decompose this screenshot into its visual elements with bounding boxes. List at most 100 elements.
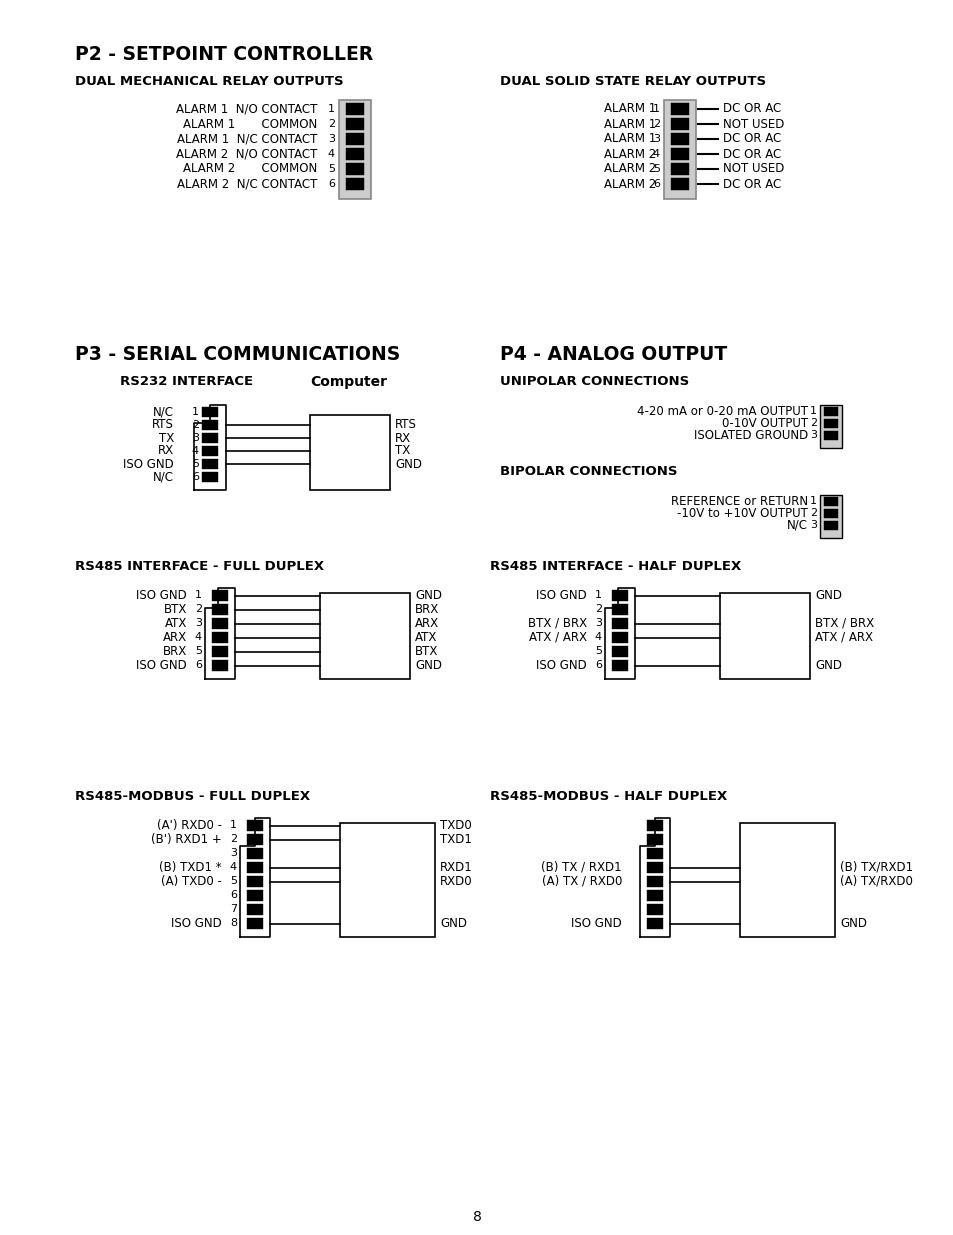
- Text: 1: 1: [230, 820, 236, 830]
- Text: RTS: RTS: [152, 419, 173, 431]
- Text: 2: 2: [595, 604, 601, 615]
- Bar: [247, 876, 263, 887]
- Bar: [740, 823, 834, 937]
- Bar: [212, 659, 228, 671]
- Bar: [820, 405, 841, 448]
- Bar: [247, 918, 263, 929]
- Text: 4: 4: [328, 149, 335, 159]
- Text: 5: 5: [652, 164, 659, 174]
- Bar: [612, 618, 627, 629]
- Bar: [205, 588, 234, 679]
- Bar: [247, 834, 263, 845]
- Text: 2: 2: [328, 119, 335, 128]
- Text: RXD1: RXD1: [439, 861, 473, 874]
- Bar: [346, 163, 364, 175]
- Text: RTS: RTS: [395, 419, 416, 431]
- Text: 2: 2: [809, 419, 816, 429]
- Bar: [612, 590, 627, 601]
- Text: 4: 4: [192, 446, 199, 456]
- Text: 1: 1: [809, 496, 816, 506]
- Text: BRX: BRX: [163, 645, 187, 658]
- Text: ATX / ARX: ATX / ARX: [529, 631, 586, 643]
- Text: 3: 3: [809, 520, 816, 531]
- Text: 2: 2: [652, 119, 659, 128]
- Bar: [670, 148, 688, 161]
- Bar: [646, 876, 662, 887]
- Text: BIPOLAR CONNECTIONS: BIPOLAR CONNECTIONS: [499, 466, 677, 478]
- Text: 1: 1: [809, 406, 816, 416]
- Text: TX: TX: [395, 445, 410, 457]
- Text: 1: 1: [652, 104, 659, 114]
- Text: Computer: Computer: [310, 375, 387, 389]
- Text: ISO GND: ISO GND: [136, 589, 187, 601]
- Text: 3: 3: [192, 433, 199, 443]
- Text: 5: 5: [230, 877, 236, 887]
- Text: RS485 INTERFACE - HALF DUPLEX: RS485 INTERFACE - HALF DUPLEX: [490, 559, 740, 573]
- Text: ALARM 1: ALARM 1: [603, 117, 656, 131]
- Text: N/C: N/C: [152, 405, 173, 419]
- Text: ALARM 2: ALARM 2: [603, 147, 656, 161]
- Text: BTX / BRX: BTX / BRX: [527, 618, 586, 630]
- Text: ALARM 2  N/C CONTACT: ALARM 2 N/C CONTACT: [176, 178, 316, 190]
- Bar: [212, 632, 228, 643]
- Text: DC OR AC: DC OR AC: [722, 178, 781, 190]
- Text: RXD0: RXD0: [439, 876, 472, 888]
- Bar: [612, 604, 627, 615]
- Text: (B') RXD1 +: (B') RXD1 +: [152, 832, 222, 846]
- Bar: [639, 818, 669, 937]
- Text: ATX: ATX: [415, 631, 436, 643]
- Text: ARX: ARX: [415, 618, 438, 630]
- Bar: [670, 119, 688, 130]
- Text: ATX / ARX: ATX / ARX: [814, 631, 872, 643]
- Text: 4: 4: [652, 149, 659, 159]
- Bar: [823, 496, 837, 506]
- Bar: [670, 163, 688, 175]
- Text: ALARM 1  N/O CONTACT: ALARM 1 N/O CONTACT: [175, 103, 316, 116]
- Bar: [212, 604, 228, 615]
- Bar: [346, 178, 364, 190]
- Text: (A') RXD0 -: (A') RXD0 -: [157, 819, 222, 832]
- Text: 7: 7: [230, 904, 236, 914]
- Text: (A) TX/RXD0: (A) TX/RXD0: [840, 876, 912, 888]
- Bar: [247, 820, 263, 831]
- Text: BRX: BRX: [415, 603, 438, 616]
- Text: 4: 4: [194, 632, 202, 642]
- Bar: [612, 659, 627, 671]
- Text: GND: GND: [840, 918, 866, 930]
- Text: 6: 6: [194, 661, 202, 671]
- Text: (A) TXD0 -: (A) TXD0 -: [161, 876, 222, 888]
- Bar: [212, 646, 228, 657]
- Text: -10V to +10V OUTPUT: -10V to +10V OUTPUT: [677, 508, 807, 520]
- Text: ALARM 1  N/C CONTACT: ALARM 1 N/C CONTACT: [176, 132, 316, 146]
- Text: ALARM 1: ALARM 1: [603, 103, 656, 116]
- Text: GND: GND: [415, 589, 441, 601]
- Bar: [193, 405, 226, 490]
- Bar: [646, 820, 662, 831]
- Bar: [346, 103, 364, 115]
- Text: (B) TX/RXD1: (B) TX/RXD1: [840, 861, 912, 874]
- Text: RS485 INTERFACE - FULL DUPLEX: RS485 INTERFACE - FULL DUPLEX: [75, 559, 324, 573]
- Bar: [202, 408, 218, 417]
- Text: DUAL SOLID STATE RELAY OUTPUTS: DUAL SOLID STATE RELAY OUTPUTS: [499, 75, 765, 88]
- Text: 2: 2: [230, 835, 236, 845]
- Text: 5: 5: [595, 646, 601, 657]
- Bar: [202, 420, 218, 430]
- Bar: [338, 100, 371, 199]
- Text: 8: 8: [472, 1210, 481, 1224]
- Bar: [823, 419, 837, 429]
- Text: ISO GND: ISO GND: [536, 659, 586, 672]
- Bar: [247, 848, 263, 860]
- Text: BTX: BTX: [164, 603, 187, 616]
- Bar: [646, 848, 662, 860]
- Text: GND: GND: [415, 659, 441, 672]
- Bar: [319, 593, 410, 679]
- Text: NOT USED: NOT USED: [722, 117, 783, 131]
- Bar: [346, 148, 364, 161]
- Text: GND: GND: [814, 589, 841, 601]
- Text: 3: 3: [595, 619, 601, 629]
- Text: ALARM 2       COMMON: ALARM 2 COMMON: [183, 163, 316, 175]
- Text: 4-20 mA or 0-20 mA OUTPUT: 4-20 mA or 0-20 mA OUTPUT: [637, 405, 807, 417]
- Text: ATX: ATX: [165, 618, 187, 630]
- Text: UNIPOLAR CONNECTIONS: UNIPOLAR CONNECTIONS: [499, 375, 688, 388]
- Text: 3: 3: [809, 431, 816, 441]
